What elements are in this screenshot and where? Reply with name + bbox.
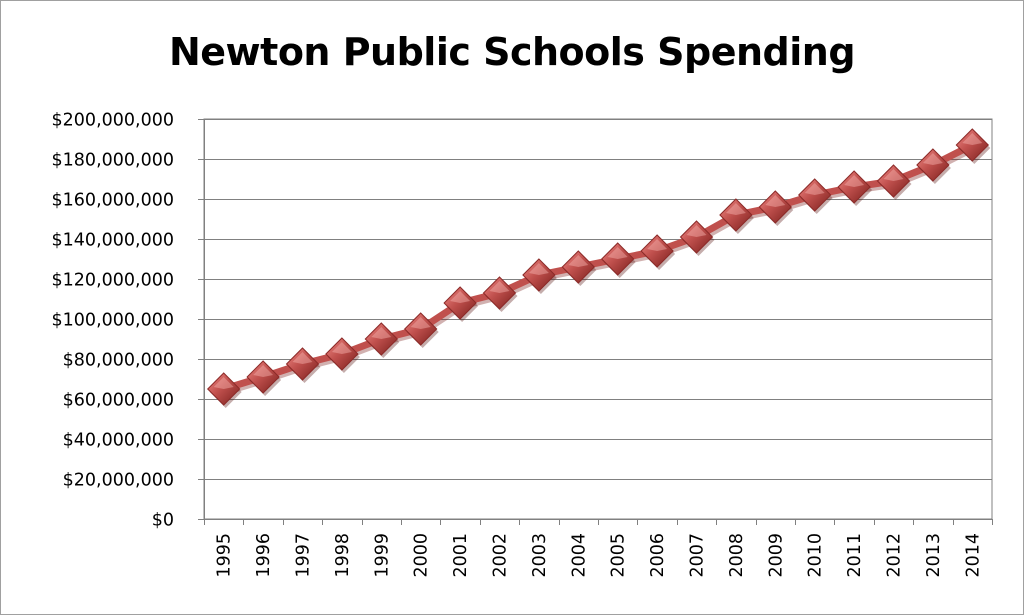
data-point-marker — [916, 148, 950, 182]
x-tick-label: 2004 — [569, 533, 589, 578]
x-tick-label: 2011 — [845, 533, 865, 578]
x-tick-label: 2006 — [648, 533, 668, 578]
data-point — [916, 148, 951, 184]
data-point — [206, 372, 242, 408]
data-point — [758, 190, 794, 226]
data-point-highlight — [568, 255, 589, 267]
data-point-marker — [522, 258, 556, 292]
data-point — [561, 250, 597, 286]
data-point-highlight — [962, 133, 983, 145]
x-tick-label: 2005 — [609, 533, 629, 578]
data-point — [246, 360, 282, 396]
y-tick-label: $40,000,000 — [63, 431, 174, 451]
data-point-highlight — [686, 225, 707, 237]
data-point-highlight — [331, 342, 352, 354]
data-point — [955, 128, 991, 164]
data-point — [482, 276, 518, 312]
y-tick-label: $120,000,000 — [52, 271, 174, 291]
y-tick-label: $140,000,000 — [52, 231, 174, 251]
data-point — [640, 234, 676, 270]
y-tick-label: $60,000,000 — [63, 391, 174, 411]
x-tick-label: 1996 — [254, 533, 274, 578]
data-point-highlight — [883, 169, 904, 181]
data-point-highlight — [804, 183, 825, 195]
data-point-marker — [758, 190, 793, 224]
data-point-highlight — [292, 352, 313, 364]
data-point — [797, 178, 833, 214]
x-tick-label: 2003 — [530, 533, 550, 578]
data-point-marker — [719, 198, 753, 232]
x-tick-label: 1999 — [372, 533, 392, 578]
data-point — [443, 286, 479, 322]
data-point-marker — [206, 372, 241, 406]
data-point-marker — [482, 276, 517, 310]
y-tick-label: $100,000,000 — [52, 311, 174, 331]
data-point-highlight — [765, 195, 786, 207]
data-point-marker — [403, 312, 438, 346]
data-point-marker — [325, 337, 359, 371]
data-point — [719, 198, 754, 234]
data-point-highlight — [844, 175, 865, 187]
y-tick-label: $20,000,000 — [63, 471, 174, 491]
data-point-marker — [285, 347, 320, 381]
data-point-highlight — [450, 291, 471, 303]
data-point-highlight — [725, 203, 746, 215]
data-point-marker — [600, 242, 635, 276]
data-point — [837, 170, 873, 206]
x-tick-label: 2012 — [885, 533, 905, 578]
x-tick-label: 1998 — [333, 533, 353, 578]
x-tick-label: 2010 — [806, 533, 826, 578]
y-tick-label: $200,000,000 — [52, 111, 174, 131]
data-point — [325, 337, 360, 373]
data-point-marker — [246, 360, 280, 394]
data-point-highlight — [410, 317, 431, 329]
data-point — [285, 347, 321, 383]
x-tick-label: 1997 — [294, 533, 314, 578]
data-point-highlight — [647, 239, 668, 251]
data-point — [679, 220, 715, 256]
x-tick-label: 2002 — [491, 533, 511, 578]
x-tick-label: 2013 — [924, 533, 944, 578]
y-tick-label: $180,000,000 — [52, 151, 174, 171]
data-point-highlight — [922, 153, 943, 165]
data-point — [403, 312, 439, 348]
data-point-marker — [955, 128, 990, 162]
data-point-highlight — [253, 365, 274, 377]
data-point-marker — [876, 164, 911, 198]
data-point — [876, 164, 912, 200]
data-point-marker — [443, 286, 477, 320]
data-point — [600, 242, 636, 278]
chart-title: Newton Public Schools Spending — [168, 30, 856, 74]
data-point-marker — [364, 322, 399, 356]
x-tick-label: 2009 — [766, 533, 786, 578]
y-tick-label: $0 — [152, 511, 174, 531]
x-tick-label: 2014 — [963, 533, 983, 578]
x-tick-label: 2001 — [451, 533, 471, 578]
data-point-marker — [837, 170, 871, 204]
data-point-highlight — [528, 263, 549, 275]
data-point-highlight — [371, 327, 392, 339]
y-tick-label: $160,000,000 — [52, 191, 174, 211]
data-point-highlight — [489, 281, 510, 293]
y-tick-label: $80,000,000 — [63, 351, 174, 371]
data-point-highlight — [213, 377, 234, 389]
data-point — [522, 258, 557, 294]
x-tick-label: 1995 — [215, 533, 235, 578]
x-tick-label: 2007 — [688, 533, 708, 578]
data-point-marker — [797, 178, 832, 212]
x-tick-label: 2008 — [727, 533, 747, 578]
data-point — [364, 322, 400, 358]
data-point-marker — [640, 234, 674, 268]
data-point-marker — [679, 220, 714, 254]
data-point-highlight — [607, 247, 628, 259]
data-point-marker — [561, 250, 596, 284]
x-tick-label: 2000 — [412, 533, 432, 578]
